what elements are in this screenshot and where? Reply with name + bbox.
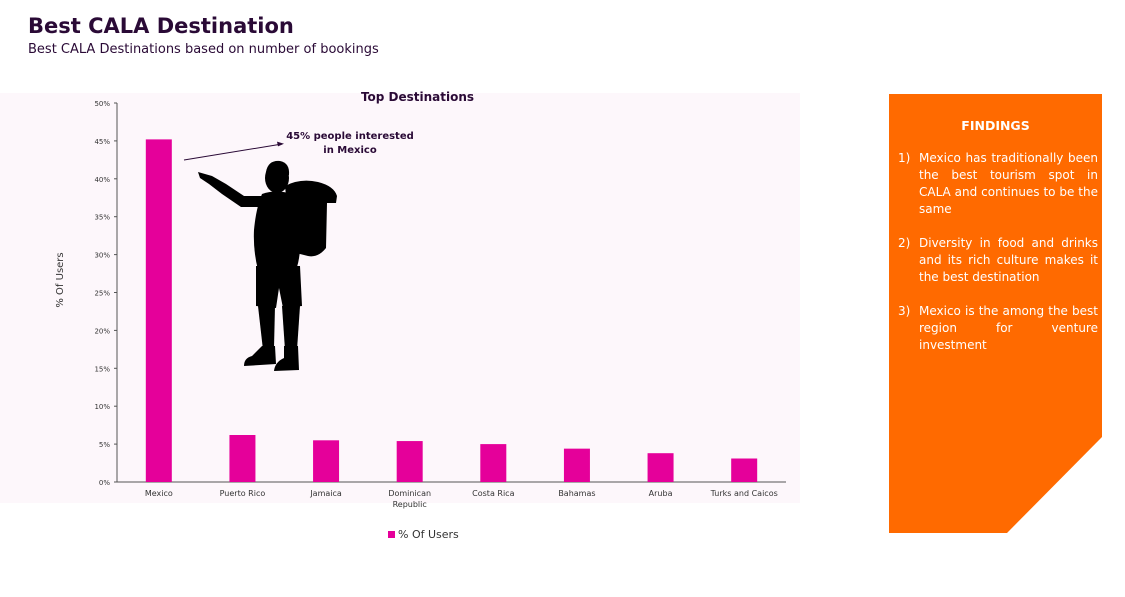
finding-item: 3) Mexico is the among the best region f… — [898, 303, 1098, 354]
x-tick-label: Turks and Caicos — [710, 489, 778, 498]
x-tick-label: Costa Rica — [472, 489, 514, 498]
x-tick-label: Aruba — [649, 489, 673, 498]
finding-item: 1) Mexico has traditionally been the bes… — [898, 150, 1098, 218]
legend-label: % Of Users — [398, 528, 459, 541]
x-tick-label: Puerto Rico — [220, 489, 266, 498]
bar-turks-and-caicos — [731, 458, 758, 482]
bar-jamaica — [313, 440, 340, 482]
finding-text: Diversity in food and drinks and its ric… — [919, 236, 1098, 284]
bar-aruba — [647, 453, 674, 482]
x-tick-label: Dominican Republic — [388, 489, 431, 509]
finding-number: 2) — [898, 236, 911, 250]
bar-dominican-republic — [396, 441, 423, 482]
findings-heading: FINDINGS — [961, 118, 1030, 133]
chart-title: Top Destinations — [360, 90, 475, 104]
y-axis-label: % Of Users — [55, 252, 66, 307]
traveler-with-backpack-pointing-icon — [198, 160, 337, 371]
findings-list: 1) Mexico has traditionally been the bes… — [889, 150, 1102, 354]
bar-puerto-rico — [229, 435, 256, 482]
findings-panel-shape — [889, 94, 1102, 533]
y-tick-label: 10% — [94, 403, 110, 411]
page-subtitle: Best CALA Destinations based on number o… — [28, 42, 379, 57]
annotation-arrow — [183, 141, 284, 161]
finding-item: 2) Diversity in food and drinks and its … — [898, 235, 1098, 286]
chart-legend: % Of Users — [388, 528, 459, 541]
x-tick-label: Bahamas — [558, 489, 595, 498]
y-tick-label: 20% — [94, 327, 110, 335]
y-tick-label: 5% — [99, 441, 110, 449]
page-title: Best CALA Destination — [28, 14, 294, 38]
y-tick-label: 45% — [94, 138, 110, 146]
chart-background — [0, 93, 800, 503]
findings-panel: FINDINGS 1) Mexico has traditionally bee… — [889, 94, 1102, 533]
legend-swatch — [388, 531, 395, 538]
y-tick-label: 35% — [94, 214, 110, 222]
y-tick-label: 15% — [94, 365, 110, 373]
y-tick-label: 40% — [94, 176, 110, 184]
y-tick-label: 0% — [99, 479, 110, 487]
y-tick-label: 25% — [94, 290, 110, 298]
finding-text: Mexico has traditionally been the best t… — [919, 151, 1098, 216]
x-tick-label: Jamaica — [309, 489, 342, 498]
finding-number: 3) — [898, 304, 911, 318]
y-tick-label: 30% — [94, 252, 110, 260]
bar-bahamas — [563, 448, 590, 482]
finding-number: 1) — [898, 151, 911, 165]
bar-chart: 0% 5% 10% 15% 20% 25% 30% 35% 40% 45% 50% Mexico Pu… — [55, 100, 786, 509]
bar-mexico — [145, 139, 172, 482]
finding-text: Mexico is the among the best region for … — [919, 304, 1098, 352]
x-tick-label: Mexico — [145, 489, 173, 498]
bar-costa-rica — [480, 444, 507, 482]
y-tick-label: 50% — [94, 100, 110, 108]
annotation-text: 45% people interested in Mexico — [286, 131, 414, 156]
